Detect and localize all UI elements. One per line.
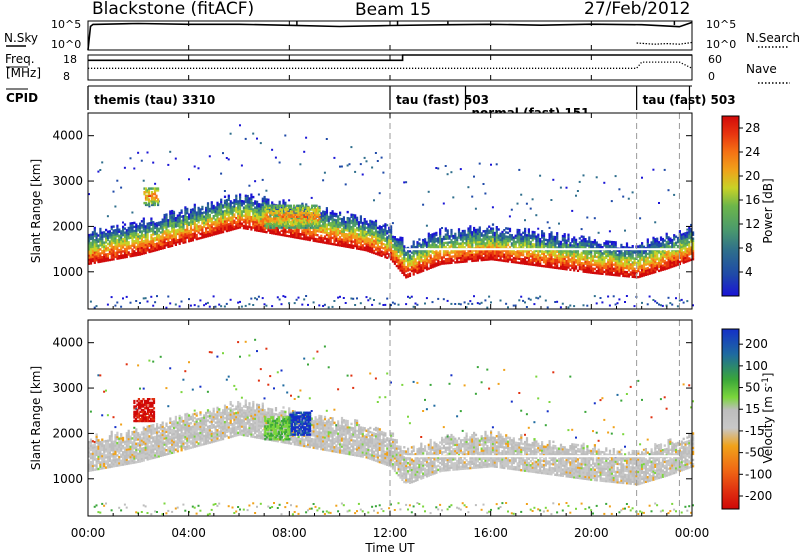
- velocity-colorbar: [721, 328, 740, 510]
- y-tick-label: 1000: [52, 472, 83, 486]
- date-label: 27/Feb/2012: [584, 0, 690, 19]
- nsearch-tick-bottom: 10^0: [706, 38, 736, 51]
- x-tick-label: 12:00: [373, 526, 408, 540]
- x-tick-label: 00:00: [675, 526, 710, 540]
- gap-line: [405, 455, 680, 458]
- velocity-cb-tick: 15: [745, 402, 760, 416]
- beam-label: Beam 15: [355, 0, 431, 20]
- power-cb-tick: 8: [745, 241, 753, 255]
- freq-strip: Freq. [MHz] 18 8 60 0 Nave: [5, 52, 790, 84]
- velocity-ylabel: Slant Range [km]: [29, 366, 43, 470]
- cpid-segment-label: themis (tau) 3310: [94, 93, 215, 107]
- y-tick-label: 3000: [52, 174, 83, 188]
- freq-label: Freq.: [5, 52, 35, 66]
- x-axis: 00:00 04:00 08:00 12:00 16:00 20:00 00:00: [71, 21, 710, 540]
- velocity-cb-tick: -15: [745, 424, 765, 438]
- velocity-cb-tick: 50: [745, 381, 760, 395]
- x-tick-label: 08:00: [272, 526, 307, 540]
- freq-tick-bottom: 8: [63, 70, 70, 83]
- power-cb-tick: 24: [745, 145, 760, 159]
- x-tick-label: 16:00: [473, 526, 508, 540]
- power-cb-tick: 16: [745, 193, 760, 207]
- power-ylabel: Slant Range [km]: [29, 159, 43, 263]
- y-tick-label: 1000: [52, 265, 83, 279]
- velocity-cb-tick: -100: [745, 467, 772, 481]
- power-panel: 1000 2000 3000 4000 Slant Range [km] 4 8 12 16…: [29, 112, 775, 310]
- nave-label: Nave: [746, 62, 777, 76]
- cpid-segment-label: tau (fast) 503: [396, 93, 489, 107]
- power-cb-tick: 4: [745, 265, 753, 279]
- velocity-cb-label: Velocity [m s-1]: [761, 373, 775, 464]
- nsearch-tick-top: 10^5: [706, 18, 736, 31]
- series-line-freq: [88, 54, 692, 62]
- velocity-panel: 1000 2000 3000 4000 Slant Range [km] 200 100…: [29, 319, 775, 517]
- velocity-cb-tick: 200: [745, 337, 768, 351]
- freq-unit-label: [MHz]: [6, 66, 41, 80]
- power-cb-tick: 20: [745, 169, 760, 183]
- nsky-tick-top: 10^5: [51, 18, 81, 31]
- nsearch-label: N.Search: [746, 31, 800, 45]
- power-panel-bg: [88, 113, 692, 309]
- y-tick-label: 2000: [52, 426, 83, 440]
- y-tick-label: 4000: [52, 129, 83, 143]
- x-tick-label: 20:00: [574, 526, 609, 540]
- velocity-cb-tick: 100: [745, 359, 768, 373]
- y-tick-label: 3000: [52, 381, 83, 395]
- freq-tick-top: 18: [63, 53, 77, 66]
- x-axis-label: Time UT: [364, 541, 415, 554]
- noise-strip: N.Sky 10^5 10^0 10^5 10^0 N.Search: [4, 18, 800, 51]
- cpid-label: CPID: [6, 91, 38, 105]
- series-line-nsearch: [636, 41, 693, 45]
- power-cb-label: Power [dB]: [761, 178, 775, 243]
- gap-line: [405, 248, 680, 251]
- series-line-nave: [88, 61, 693, 69]
- y-tick-label: 4000: [52, 336, 83, 350]
- nsky-tick-bottom: 10^0: [51, 38, 81, 51]
- nave-tick-top: 60: [708, 53, 722, 66]
- x-tick-label: 04:00: [171, 526, 206, 540]
- site-title: Blackstone (fitACF): [92, 0, 254, 19]
- velocity-cb-tick: -200: [745, 489, 772, 503]
- series-line-nsky: [87, 21, 693, 50]
- power-colorbar: [721, 115, 740, 297]
- nave-tick-bottom: 0: [708, 70, 715, 83]
- x-tick-label: 00:00: [71, 526, 106, 540]
- power-cb-tick: 12: [745, 217, 760, 231]
- velocity-cb-tick: -50: [745, 446, 765, 460]
- nsky-label: N.Sky: [4, 31, 38, 45]
- y-tick-label: 2000: [52, 219, 83, 233]
- power-cb-tick: 28: [745, 121, 760, 135]
